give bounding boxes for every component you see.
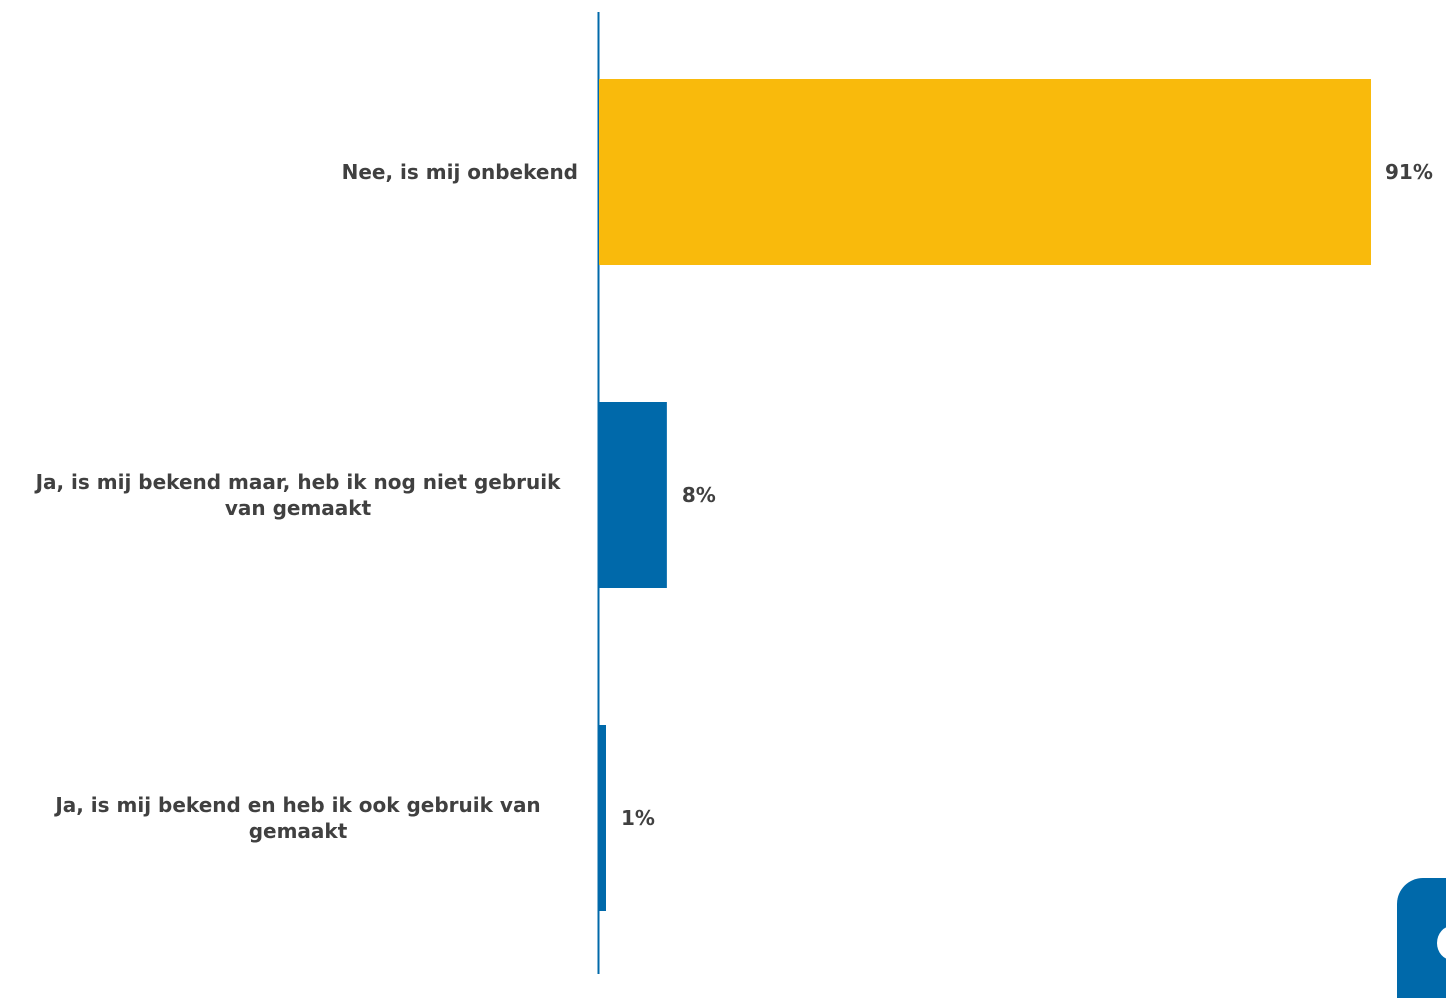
bar-2	[599, 402, 667, 588]
value-label-1: 91%	[1385, 160, 1433, 184]
bar-chart	[597, 12, 1371, 974]
bar-1	[599, 79, 1371, 265]
category-label-3: Ja, is mij bekend en heb ik ook gebruik …	[55, 793, 541, 843]
category-label-2: Ja, is mij bekend maar, heb ik nog niet …	[35, 470, 561, 520]
corner-logo-badge	[1397, 878, 1446, 998]
logo-dot-icon	[1437, 926, 1446, 960]
value-label-3: 1%	[621, 806, 655, 830]
bar-3	[599, 725, 606, 911]
value-label-2: 8%	[681, 483, 716, 507]
category-label-1: Nee, is mij onbekend	[341, 160, 578, 184]
